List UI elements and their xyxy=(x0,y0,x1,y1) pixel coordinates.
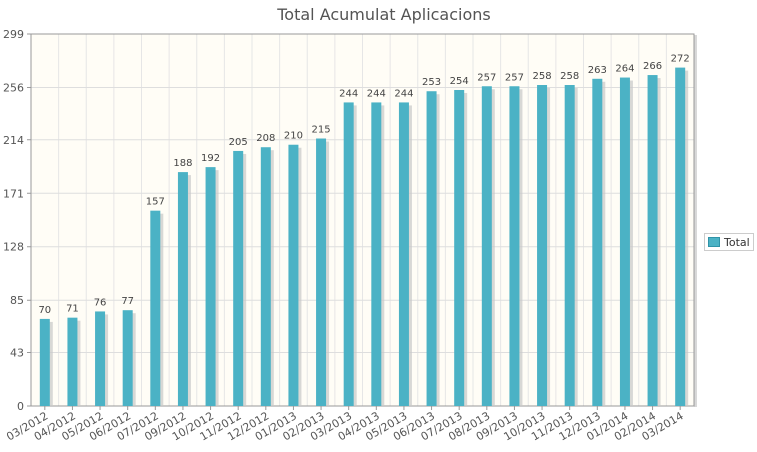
data-label: 76 xyxy=(94,297,107,308)
y-tick-label: 256 xyxy=(3,81,24,94)
data-label: 188 xyxy=(173,158,192,169)
bar[interactable] xyxy=(260,147,271,406)
bar[interactable] xyxy=(454,89,465,406)
y-tick-label: 171 xyxy=(3,187,24,200)
bar[interactable] xyxy=(288,144,299,406)
bar[interactable] xyxy=(150,210,161,406)
y-tick-label: 299 xyxy=(3,28,24,41)
data-label: 71 xyxy=(66,304,79,315)
bar[interactable] xyxy=(537,85,548,406)
bar[interactable] xyxy=(371,102,382,406)
data-label: 272 xyxy=(671,54,690,65)
data-label: 77 xyxy=(121,296,134,307)
bar[interactable] xyxy=(509,86,520,406)
data-label: 244 xyxy=(394,88,413,99)
bar[interactable] xyxy=(481,86,492,406)
bar[interactable] xyxy=(122,310,133,406)
data-label: 253 xyxy=(422,77,441,88)
y-tick-label: 128 xyxy=(3,241,24,254)
y-axis-ticks: 0 43 85 128 171 214 256 299 xyxy=(3,28,31,413)
x-axis-ticks: 03/201204/201205/201206/201207/201209/20… xyxy=(4,406,686,443)
bar[interactable] xyxy=(316,138,327,406)
bar[interactable] xyxy=(592,78,603,406)
data-label: 264 xyxy=(615,64,634,75)
bar[interactable] xyxy=(67,317,78,406)
data-label: 263 xyxy=(588,65,607,76)
y-tick-label: 43 xyxy=(10,347,24,360)
bar[interactable] xyxy=(177,172,188,406)
data-labels: 70 71 76 77 157 188 192 205 208 210 215 244 244 244 25… xyxy=(38,54,689,316)
plot-border xyxy=(30,33,695,407)
bar[interactable] xyxy=(343,102,354,406)
data-label: 192 xyxy=(201,153,220,164)
data-label: 257 xyxy=(477,72,496,83)
legend-label-total: Total xyxy=(724,235,750,249)
bar[interactable] xyxy=(564,85,575,406)
bar[interactable] xyxy=(95,311,106,406)
data-label: 208 xyxy=(256,133,275,144)
bar[interactable] xyxy=(233,150,244,406)
data-label: 70 xyxy=(38,305,51,316)
bar[interactable] xyxy=(205,167,216,406)
data-label: 254 xyxy=(450,76,469,87)
bar[interactable] xyxy=(647,75,658,406)
bars xyxy=(39,67,689,406)
data-label: 258 xyxy=(560,71,579,82)
bar[interactable] xyxy=(675,67,686,406)
data-label: 205 xyxy=(229,137,248,148)
legend-swatch-total xyxy=(708,237,720,247)
bar[interactable] xyxy=(39,318,50,406)
bar[interactable] xyxy=(398,102,409,406)
chart-title: Total Acumulat Aplicacions xyxy=(276,5,491,24)
legend: Total xyxy=(704,233,754,251)
data-label: 210 xyxy=(284,131,303,142)
grid xyxy=(30,33,697,407)
y-tick-label: 85 xyxy=(10,294,24,307)
data-label: 244 xyxy=(367,88,386,99)
data-label: 258 xyxy=(533,71,552,82)
data-label: 266 xyxy=(643,61,662,72)
bar[interactable] xyxy=(426,91,437,406)
y-tick-label: 214 xyxy=(3,134,24,147)
data-label: 215 xyxy=(312,125,331,136)
y-tick-label: 0 xyxy=(17,400,24,413)
data-label: 244 xyxy=(339,88,358,99)
data-label: 257 xyxy=(505,72,524,83)
data-label: 157 xyxy=(146,197,165,208)
bar[interactable] xyxy=(619,77,630,406)
